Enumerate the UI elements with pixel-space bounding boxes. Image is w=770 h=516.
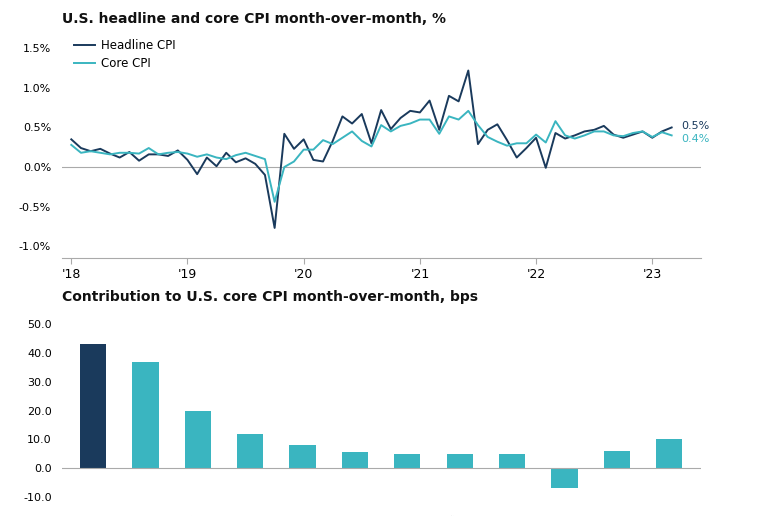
Bar [604,451,630,468]
Headline CPI [231,159,240,165]
Headline CPI [67,136,76,142]
Headline CPI [667,124,676,131]
Headline CPI [251,161,260,167]
Bar [342,453,368,468]
Text: 0.4%: 0.4% [681,134,710,143]
Bar [551,468,578,488]
Bar [80,344,106,468]
Headline CPI [464,68,473,74]
Core CPI [231,152,240,158]
Bar [132,362,159,468]
Bar [656,439,682,468]
Core CPI [357,138,367,144]
Bar [447,454,473,468]
Bar [237,433,263,468]
Core CPI [270,199,280,205]
Legend: Headline CPI, Core CPI: Headline CPI, Core CPI [74,39,176,70]
Headline CPI [658,128,667,135]
Text: 0.5%: 0.5% [681,121,710,131]
Bar [394,454,420,468]
Headline CPI [377,107,386,113]
Bar [290,445,316,468]
Headline CPI [502,137,511,143]
Line: Core CPI: Core CPI [72,111,671,202]
Bar [185,411,211,468]
Headline CPI [357,111,367,117]
Text: Contribution to U.S. core CPI month-over-month, bps: Contribution to U.S. core CPI month-over… [62,291,477,304]
Core CPI [667,132,676,138]
Core CPI [67,142,76,148]
Headline CPI [270,225,280,231]
Core CPI [658,129,667,135]
Core CPI [464,108,473,114]
Core CPI [251,153,260,159]
Bar [499,454,525,468]
Core CPI [502,142,511,149]
Line: Headline CPI: Headline CPI [72,71,671,228]
Core CPI [377,122,386,128]
Text: U.S. headline and core CPI month-over-month, %: U.S. headline and core CPI month-over-mo… [62,12,446,26]
